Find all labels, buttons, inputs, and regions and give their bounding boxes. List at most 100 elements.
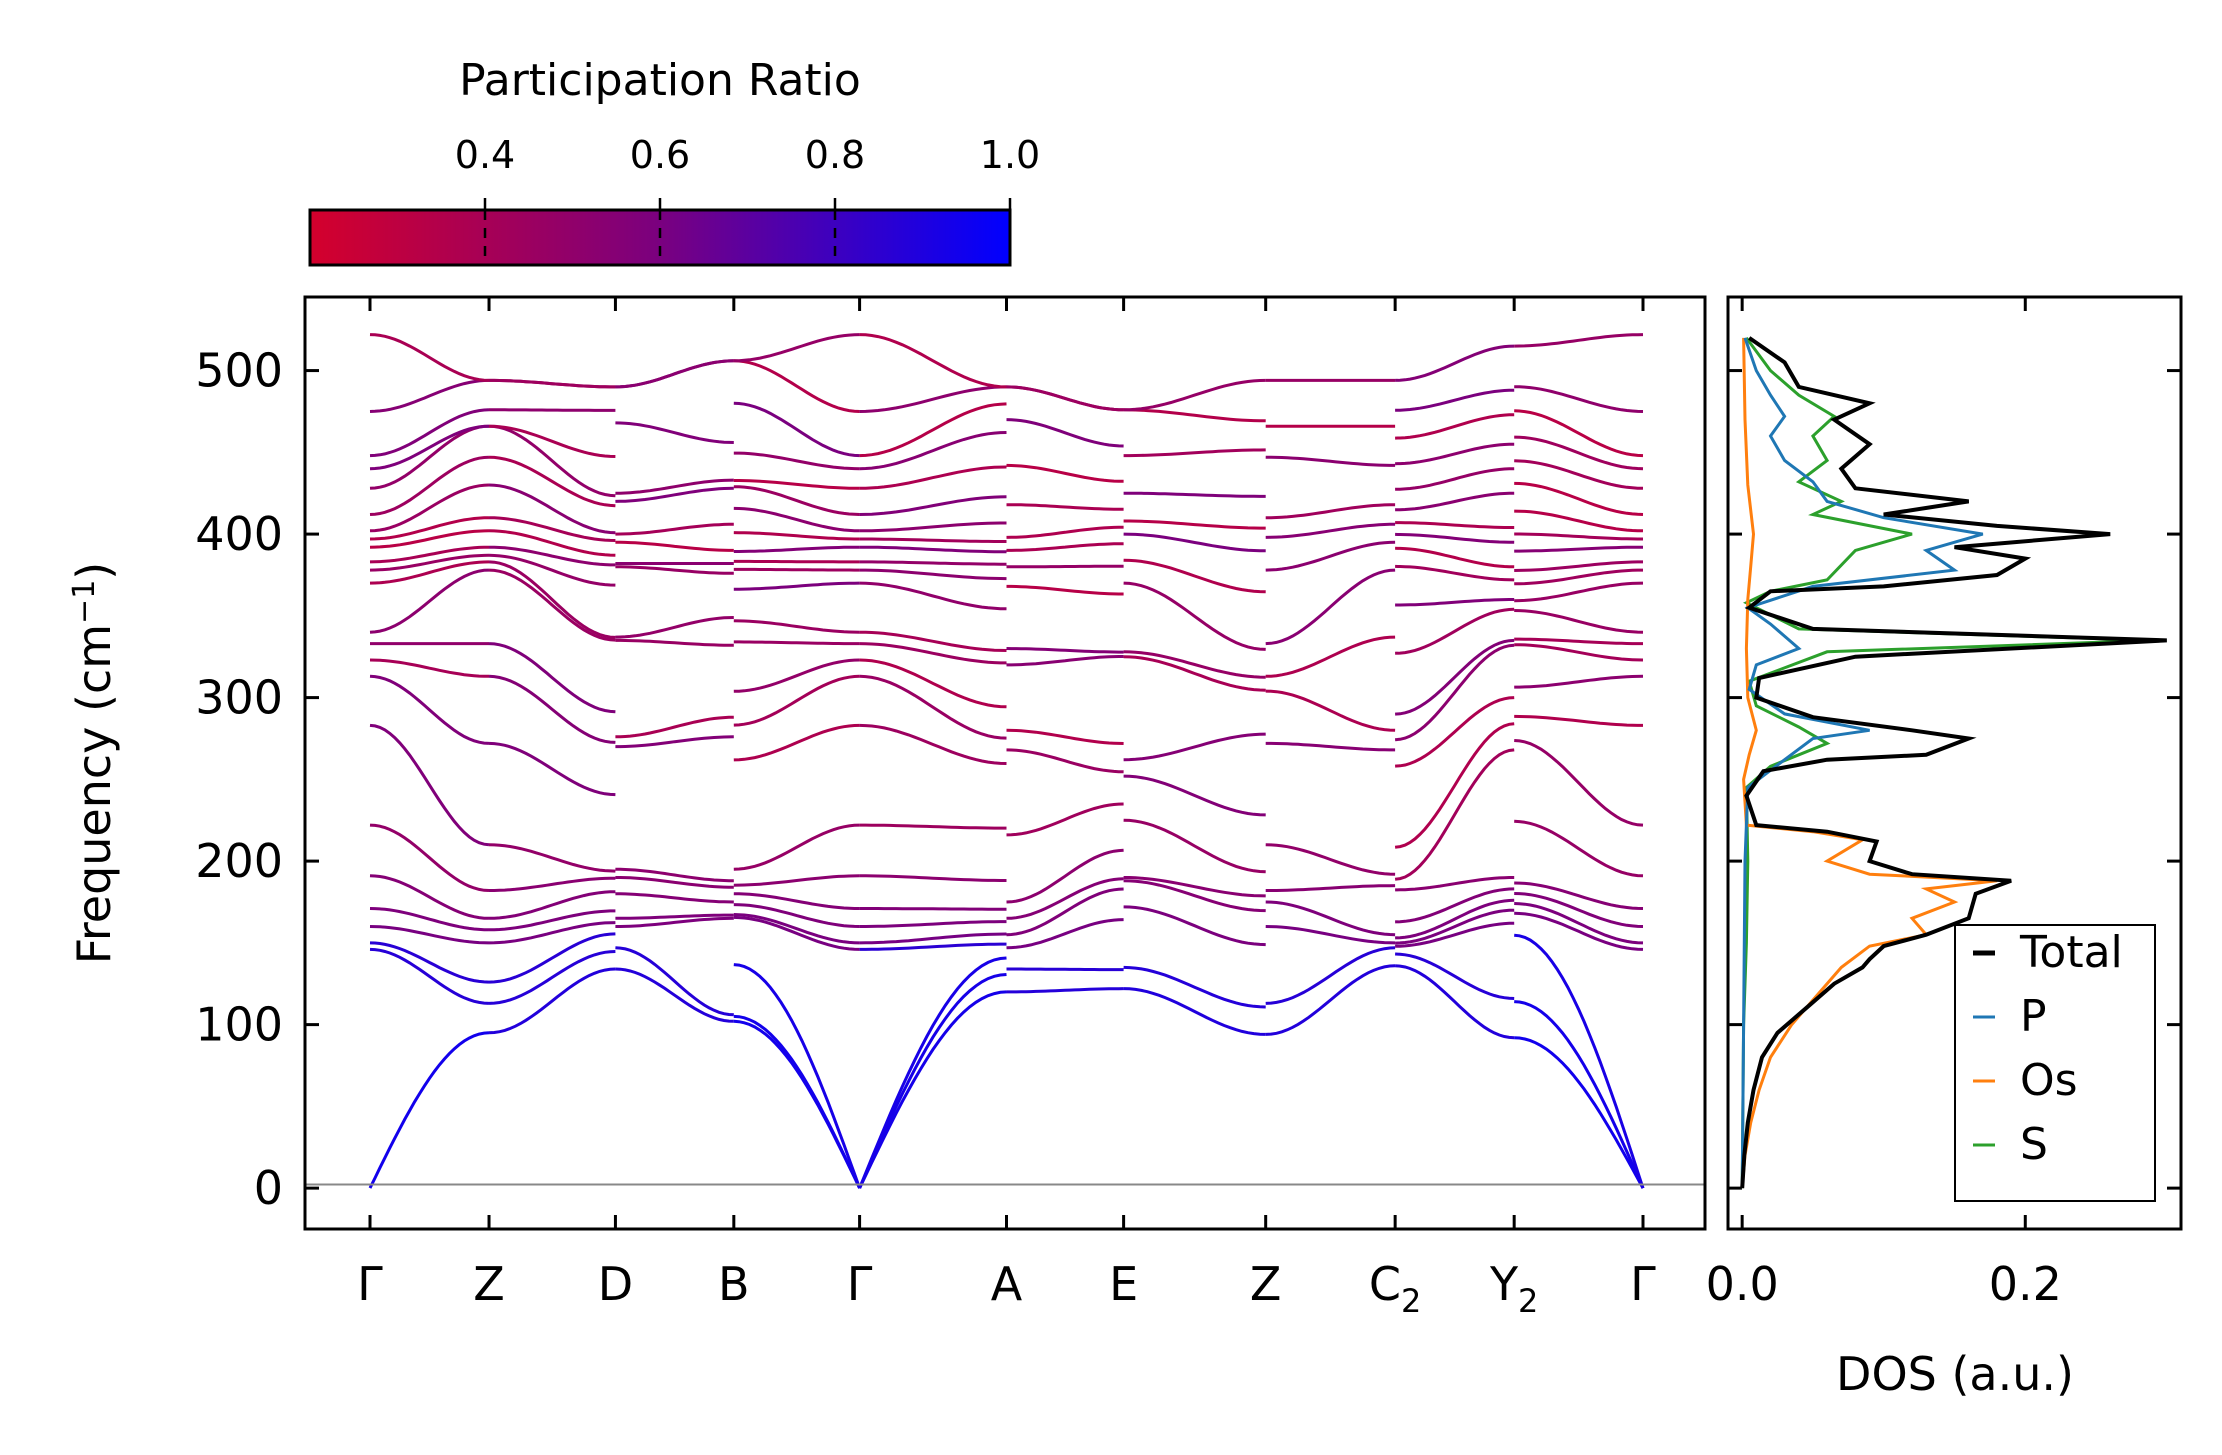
phonon-band [369,823,490,892]
phonon-band [1514,509,1644,533]
phonon-band [488,921,616,945]
phonon-band [1265,568,1396,646]
phonon-band [1514,739,1644,827]
phonon-band [1006,385,1124,412]
phonon-band [859,920,1007,928]
phonon-band [733,874,860,887]
phonon-band [1395,532,1515,544]
phonon-band [615,876,734,889]
phonon-band [1006,877,1124,920]
phonon-band [1006,987,1124,994]
dos-curves [1740,336,2167,1189]
phonon-band [1395,696,1515,768]
phonon-band [1123,408,1266,423]
phonon-band [733,531,860,541]
phonon-band [488,424,616,458]
phonon-band [1006,525,1124,539]
dos-axis-ticks: 0.0 0.2 [1706,297,2062,1311]
phonon-band [1514,714,1643,727]
phonon-band [1123,448,1266,458]
y-tick-label: 500 [195,344,283,398]
phonon-band [859,581,1007,611]
phonon-band [1123,655,1266,692]
phonon-band [859,630,1007,652]
phonon-band [733,545,860,553]
phonon-band [1265,689,1396,732]
phonon-band [1123,965,1266,1009]
phonon-band [369,874,490,920]
phonon-band [733,451,860,471]
colorbar-title: Participation Ratio [459,55,861,106]
phonon-band [1514,435,1644,471]
phonon-band [1514,545,1643,553]
phonon-band [1395,876,1515,892]
phonon-band [733,333,860,363]
phonon-band [1395,413,1515,440]
phonon-band [859,385,1007,413]
phonon-band [369,516,490,541]
phonon-band [1006,802,1124,837]
phonon-band [1265,741,1396,752]
phonon-band [1006,887,1124,937]
phonon-band [489,378,616,389]
phonon-band [733,485,860,516]
phonon-band [615,421,734,444]
phonon-band [733,401,860,458]
phonon-band [1395,908,1515,945]
phonon-band [369,529,490,549]
phonon-band [858,956,1007,1189]
phonon-band [369,947,490,1005]
high-symmetry-label: C2 [1369,1257,1421,1320]
y-tick-label: 0 [254,1161,283,1215]
phonon-band [1514,819,1644,878]
dos-curve-total [1740,336,2167,1189]
phonon-band [1514,385,1644,413]
phonon-band [488,909,616,932]
phonon-band [369,925,490,945]
phonon-band [369,941,490,984]
phonon-band [1394,722,1515,849]
phonon-band [1006,503,1124,511]
high-symmetry-label: Γ [847,1257,873,1311]
phonon-band [615,867,734,883]
phonon-band [1395,521,1515,529]
phonon-band [369,455,490,516]
phonon-band [859,560,1007,566]
phonon-band [1514,911,1644,951]
dos-x-tick-label: 0.2 [1989,1257,2062,1311]
phonon-band [733,479,860,490]
phonon-band [488,568,616,642]
phonon-band [369,333,490,382]
phonon-band [859,431,1007,471]
colorbar-ticks: 0.4 0.6 0.8 1.0 [455,133,1040,265]
phonon-band [1006,848,1124,904]
phonon-band [1514,532,1643,541]
phonon-band [733,903,860,928]
phonon-bands [368,333,1645,1189]
phonon-band [488,560,616,639]
dos-axes-frame [1726,295,2183,1231]
high-symmetry-label: Z [473,1257,505,1311]
colorbar-tick-label: 0.6 [630,133,690,177]
phonon-band [1123,581,1266,651]
phonon-band [369,545,489,564]
phonon-band [1123,987,1266,1036]
phonon-band [733,359,860,413]
phonon-band [1395,598,1515,607]
phonon-band [489,545,616,567]
phonon-band [1514,609,1644,634]
phonon-band [1006,647,1124,654]
phonon-band [1395,344,1515,382]
phonon-band [369,408,490,458]
phonon-band [1514,1000,1645,1189]
phonon-band [1123,650,1266,679]
phonon-band [615,478,734,495]
phonon-band [1265,900,1396,937]
phonon-band [1123,378,1266,412]
phonon-band [369,424,490,471]
phonon-band [859,907,1007,911]
high-symmetry-label: B [718,1257,750,1311]
phonon-band [1123,732,1266,762]
phonon-band [859,402,1007,458]
phonon-band [1514,1036,1645,1189]
